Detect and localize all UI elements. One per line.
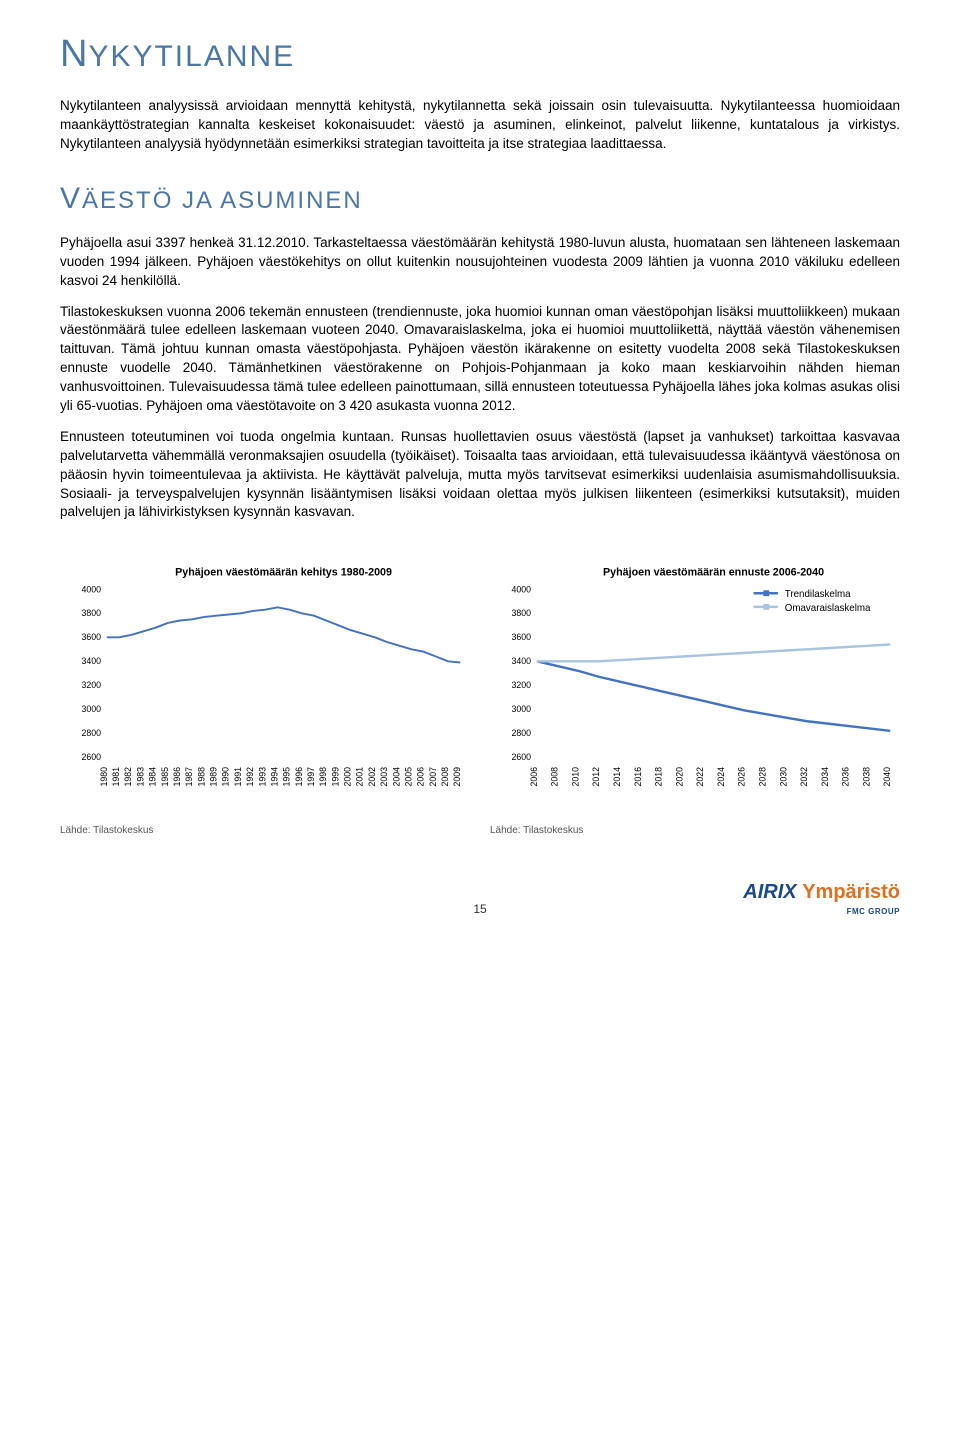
logo-text-2: Ympäristö	[802, 881, 900, 903]
svg-text:2600: 2600	[81, 752, 101, 762]
svg-text:1988: 1988	[196, 767, 206, 787]
svg-text:2038: 2038	[861, 767, 871, 787]
body-paragraph-3: Ennusteen toteutuminen voi tuoda ongelmi…	[60, 428, 900, 522]
page-footer: 15 AIRIX Ympäristö FMC GROUP	[60, 868, 900, 917]
svg-text:1986: 1986	[172, 767, 182, 787]
chart2-source: Lähde: Tilastokeskus	[490, 824, 900, 838]
svg-text:2002: 2002	[367, 767, 377, 787]
svg-text:1993: 1993	[257, 767, 267, 787]
heading2-cap: V	[60, 182, 82, 215]
svg-text:2032: 2032	[799, 767, 809, 787]
svg-text:1980: 1980	[99, 767, 109, 787]
svg-text:1987: 1987	[184, 767, 194, 787]
svg-text:1990: 1990	[221, 767, 231, 787]
svg-text:1983: 1983	[135, 767, 145, 787]
chart-population-history: Pyhäjoen väestömäärän kehitys 1980-2009 2…	[60, 562, 470, 838]
svg-text:3800: 3800	[511, 609, 531, 619]
svg-text:3000: 3000	[511, 705, 531, 715]
svg-text:2010: 2010	[570, 767, 580, 787]
svg-text:3400: 3400	[511, 657, 531, 667]
svg-text:2020: 2020	[674, 767, 684, 787]
heading-rest: YKYTILANNE	[88, 40, 295, 73]
svg-text:1985: 1985	[160, 767, 170, 787]
page-number: 15	[473, 901, 486, 918]
svg-text:2016: 2016	[633, 767, 643, 787]
chart2-svg: Pyhäjoen väestömäärän ennuste 2006-2040 2…	[490, 562, 900, 816]
svg-text:3200: 3200	[81, 681, 101, 691]
section-heading-population: VÄESTÖ JA ASUMINEN	[60, 178, 900, 220]
svg-text:2006: 2006	[529, 767, 539, 787]
svg-text:2000: 2000	[343, 767, 353, 787]
svg-text:2008: 2008	[440, 767, 450, 787]
page-heading: NYKYTILANNE	[60, 28, 900, 81]
svg-text:2800: 2800	[81, 728, 101, 738]
svg-text:Trendilaskelma: Trendilaskelma	[785, 589, 851, 600]
svg-text:2009: 2009	[452, 767, 462, 787]
logo-subtext: FMC GROUP	[487, 906, 900, 917]
svg-text:1982: 1982	[123, 767, 133, 787]
svg-text:1981: 1981	[111, 767, 121, 787]
svg-text:2030: 2030	[778, 767, 788, 787]
svg-text:1998: 1998	[318, 767, 328, 787]
svg-text:2024: 2024	[716, 767, 726, 787]
chart1-svg: Pyhäjoen väestömäärän kehitys 1980-2009 2…	[60, 562, 470, 816]
svg-text:2001: 2001	[355, 767, 365, 787]
svg-text:3600: 3600	[511, 633, 531, 643]
svg-text:3400: 3400	[81, 657, 101, 667]
svg-text:1999: 1999	[330, 767, 340, 787]
chart-population-forecast: Pyhäjoen väestömäärän ennuste 2006-2040 2…	[490, 562, 900, 838]
svg-text:4000: 4000	[511, 585, 531, 595]
svg-text:2007: 2007	[428, 767, 438, 787]
svg-text:2600: 2600	[511, 752, 531, 762]
svg-text:Omavaraislaskelma: Omavaraislaskelma	[785, 603, 871, 614]
svg-text:3000: 3000	[81, 705, 101, 715]
svg-text:1992: 1992	[245, 767, 255, 787]
svg-text:4000: 4000	[81, 585, 101, 595]
svg-text:1994: 1994	[269, 767, 279, 787]
svg-text:2006: 2006	[416, 767, 426, 787]
body-paragraph-2: Tilastokeskuksen vuonna 2006 tekemän enn…	[60, 303, 900, 416]
svg-text:2026: 2026	[737, 767, 747, 787]
svg-text:2014: 2014	[612, 767, 622, 787]
svg-text:2003: 2003	[379, 767, 389, 787]
svg-text:3600: 3600	[81, 633, 101, 643]
logo: AIRIX Ympäristö FMC GROUP	[487, 878, 900, 917]
svg-text:3800: 3800	[81, 609, 101, 619]
svg-text:Pyhäjoen väestömäärän kehitys: Pyhäjoen väestömäärän kehitys 1980-2009	[175, 567, 392, 579]
svg-text:2018: 2018	[654, 767, 664, 787]
svg-text:2004: 2004	[391, 767, 401, 787]
svg-text:Pyhäjoen väestömäärän ennuste: Pyhäjoen väestömäärän ennuste 2006-2040	[603, 567, 824, 579]
heading2-rest: ÄESTÖ JA ASUMINEN	[82, 187, 363, 214]
svg-text:2012: 2012	[591, 767, 601, 787]
svg-text:2040: 2040	[882, 767, 892, 787]
heading-cap: N	[60, 33, 88, 75]
svg-text:1984: 1984	[148, 767, 158, 787]
svg-text:2800: 2800	[511, 728, 531, 738]
chart1-source: Lähde: Tilastokeskus	[60, 824, 470, 838]
svg-text:2028: 2028	[758, 767, 768, 787]
charts-container: Pyhäjoen väestömäärän kehitys 1980-2009 2…	[60, 562, 900, 838]
svg-text:2034: 2034	[820, 767, 830, 787]
svg-text:1995: 1995	[282, 767, 292, 787]
logo-text-1: AIRIX	[743, 881, 802, 903]
body-paragraph-1: Pyhäjoella asui 3397 henkeä 31.12.2010. …	[60, 234, 900, 291]
svg-text:2022: 2022	[695, 767, 705, 787]
intro-paragraph: Nykytilanteen analyysissä arvioidaan men…	[60, 97, 900, 154]
svg-text:1991: 1991	[233, 767, 243, 787]
svg-text:3200: 3200	[511, 681, 531, 691]
svg-text:2008: 2008	[550, 767, 560, 787]
svg-text:2005: 2005	[403, 767, 413, 787]
svg-text:1996: 1996	[294, 767, 304, 787]
svg-text:1989: 1989	[209, 767, 219, 787]
svg-text:1997: 1997	[306, 767, 316, 787]
svg-text:2036: 2036	[841, 767, 851, 787]
